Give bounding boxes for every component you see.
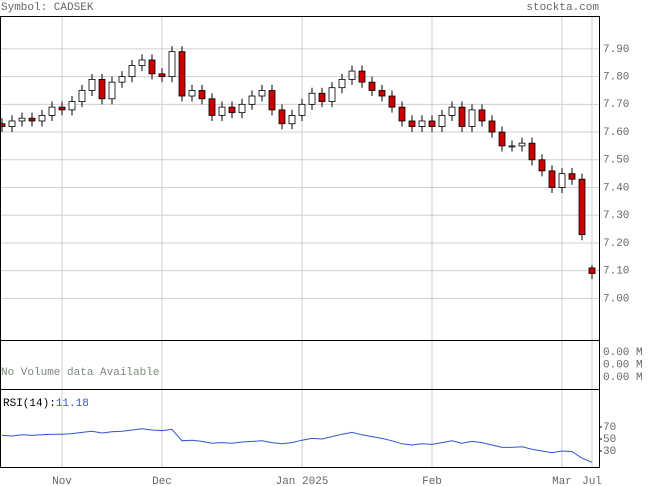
candle-body bbox=[218, 106, 226, 116]
y-tick-label: 7.30 bbox=[603, 210, 629, 222]
candle-body bbox=[18, 117, 26, 122]
candle-body bbox=[118, 76, 126, 83]
y-tick-label: 7.90 bbox=[603, 44, 629, 56]
x-tick-label: Jul bbox=[582, 476, 602, 486]
candle-body bbox=[68, 101, 76, 111]
candle-body bbox=[388, 95, 396, 108]
candle-body bbox=[568, 173, 576, 180]
candle-body bbox=[208, 98, 216, 116]
candle-body bbox=[518, 142, 526, 147]
candle-body bbox=[458, 106, 466, 127]
y-tick-label: 7.10 bbox=[603, 266, 629, 278]
marks bbox=[0, 46, 596, 463]
candle-body bbox=[108, 81, 116, 100]
candle-body bbox=[498, 131, 506, 147]
rsi-tick-label: 70 bbox=[603, 422, 616, 434]
volume-tick-label: 0.00 M bbox=[603, 359, 643, 371]
candle-body bbox=[298, 103, 306, 116]
candle-body bbox=[328, 87, 336, 102]
candle-body bbox=[308, 92, 316, 105]
candle-body bbox=[198, 90, 206, 100]
candle-body bbox=[238, 103, 246, 114]
candle-body bbox=[508, 145, 516, 148]
rsi-panel bbox=[0, 389, 600, 468]
candle-body bbox=[408, 120, 416, 127]
y-tick-label: 7.80 bbox=[603, 72, 629, 84]
candle-body bbox=[418, 120, 426, 127]
candle-body bbox=[478, 109, 486, 122]
candle-body bbox=[278, 109, 286, 125]
candle-body bbox=[48, 106, 56, 116]
source: stockta.com bbox=[526, 2, 599, 14]
candle-body bbox=[378, 90, 386, 97]
volume-note: No Volume data Available bbox=[1, 367, 159, 379]
candle-body bbox=[38, 115, 46, 122]
candle-body bbox=[558, 173, 566, 188]
candle-body bbox=[148, 59, 156, 75]
candle-body bbox=[258, 90, 266, 97]
y-tick-label: 7.50 bbox=[603, 155, 629, 167]
candle-body bbox=[428, 120, 436, 127]
candle-body bbox=[28, 117, 36, 122]
volume-tick-label: 0.00 M bbox=[603, 347, 643, 359]
candle-body bbox=[368, 81, 376, 91]
candle-body bbox=[448, 106, 456, 116]
candle-body bbox=[168, 51, 176, 78]
candle-body bbox=[398, 106, 406, 122]
y-tick-label: 7.60 bbox=[603, 127, 629, 139]
x-tick-label: Nov bbox=[52, 476, 72, 486]
candle-body bbox=[588, 267, 596, 274]
candle-body bbox=[98, 78, 106, 100]
candle-body bbox=[578, 178, 586, 236]
candle-body bbox=[288, 115, 296, 125]
candle-body bbox=[548, 170, 556, 188]
candle-body bbox=[538, 159, 546, 172]
candle-body bbox=[58, 106, 66, 111]
candle-body bbox=[348, 70, 356, 80]
candle-body bbox=[8, 120, 16, 127]
y-tick-label: 7.20 bbox=[603, 238, 629, 250]
candle-body bbox=[318, 92, 326, 102]
y-tick-label: 7.00 bbox=[603, 293, 629, 305]
candle-body bbox=[338, 78, 346, 89]
candle-body bbox=[88, 78, 96, 91]
rsi-tick-label: 30 bbox=[603, 446, 616, 458]
candle-body bbox=[358, 70, 366, 83]
y-tick-label: 7.70 bbox=[603, 99, 629, 111]
x-tick-label: Mar bbox=[552, 476, 572, 486]
candle-body bbox=[488, 120, 496, 133]
rsi-tick-label: 50 bbox=[603, 434, 616, 446]
candle-body bbox=[528, 142, 536, 161]
volume-tick-label: 0.00 M bbox=[603, 372, 643, 384]
symbol: Symbol: CADSEK bbox=[1, 2, 94, 14]
candle-body bbox=[228, 106, 236, 114]
candle-body bbox=[138, 59, 146, 66]
x-tick-label: Feb bbox=[422, 476, 442, 486]
candle-body bbox=[0, 123, 6, 127]
x-tick-label: Dec bbox=[152, 476, 172, 486]
candle-body bbox=[178, 51, 186, 97]
rsi-label: RSI(14): bbox=[3, 398, 56, 410]
candle-body bbox=[248, 95, 256, 105]
candle-body bbox=[438, 115, 446, 127]
candle-body bbox=[158, 73, 166, 78]
candle-body bbox=[268, 90, 276, 111]
candle-body bbox=[78, 90, 86, 102]
y-tick-label: 7.40 bbox=[603, 182, 629, 194]
rsi-line bbox=[1, 428, 593, 463]
candle-body bbox=[468, 109, 476, 127]
candle-body bbox=[128, 65, 136, 78]
candle-body bbox=[188, 90, 196, 97]
rsi-value: 11.18 bbox=[56, 398, 89, 410]
x-tick-label: Jan 2025 bbox=[276, 476, 329, 486]
